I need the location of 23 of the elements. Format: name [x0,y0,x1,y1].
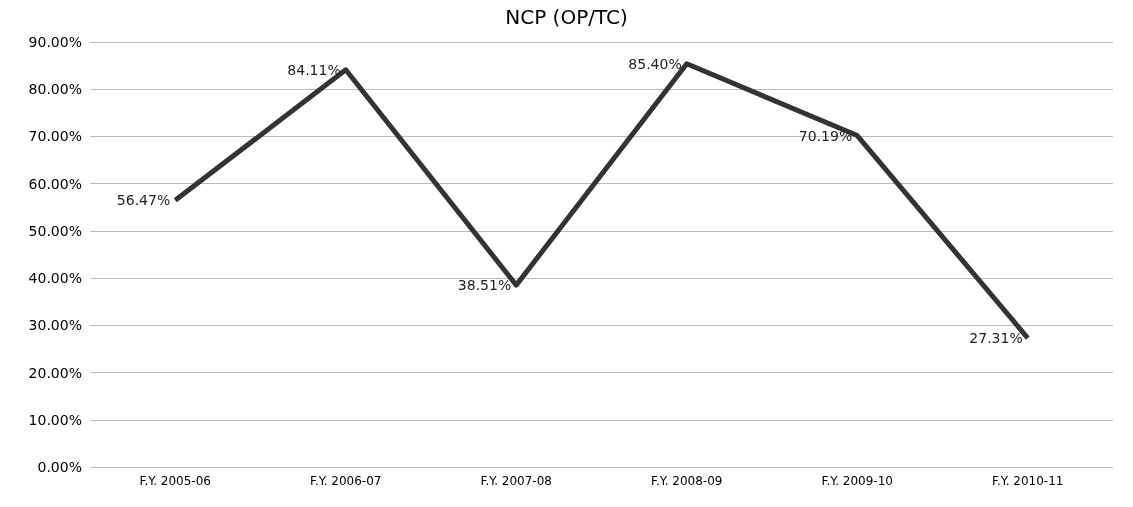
y-tick-label: 10.00% [28,411,82,428]
y-tick-label: 60.00% [28,175,82,192]
data-label: 85.40% [628,55,682,72]
data-label: 70.19% [798,127,853,144]
y-tick-label: 30.00% [28,317,82,334]
y-tick-label: 50.00% [28,222,82,239]
y-tick-label: 40.00% [28,270,82,287]
y-tick-label: 20.00% [28,364,82,381]
x-tick-label: F.Y. 2007-08 [480,474,552,488]
data-label: 27.31% [969,330,1023,347]
y-tick-label: 90.00% [28,34,82,50]
y-tick-label: 0.00% [37,459,82,475]
x-tick-label: F.Y. 2010-11 [992,474,1064,488]
x-tick-label: F.Y. 2005-06 [139,474,211,488]
x-tick-label: F.Y. 2006-07 [310,474,382,488]
data-label: 38.51% [457,277,512,294]
x-tick-label: F.Y. 2009-10 [821,474,893,488]
y-tick-label: 70.00% [28,128,82,145]
data-label: 84.11% [287,61,341,78]
y-tick-label: 80.00% [28,81,82,98]
x-tick-label: F.Y. 2008-09 [651,474,723,488]
chart-title: NCP (OP/TC) [505,5,628,29]
data-label: 56.47% [116,192,171,209]
